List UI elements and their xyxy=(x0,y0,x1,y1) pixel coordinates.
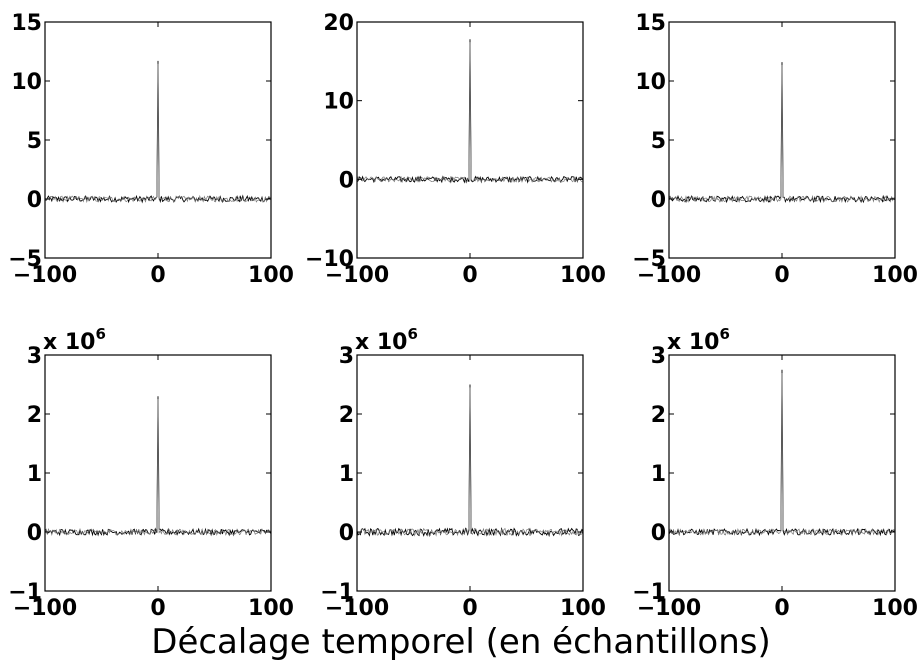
series-line-gray-3 xyxy=(668,64,896,204)
x-tick-label: 100 xyxy=(560,596,606,621)
series-line-5 xyxy=(356,384,584,538)
x-tick-label: 100 xyxy=(560,263,606,288)
subplot-3: −100 0 100 −5 0 5 10 15 xyxy=(632,11,918,288)
x-tick-label: −100 xyxy=(637,263,701,288)
y-tick-label: −5 xyxy=(8,247,42,272)
x-tick-label: −100 xyxy=(13,596,77,621)
x-tick-label: 0 xyxy=(462,263,477,288)
y-tick-label: 0 xyxy=(651,521,666,546)
y-tick-label: 1 xyxy=(27,462,42,487)
series-line-gray-5 xyxy=(356,387,584,537)
y-tick-label: 2 xyxy=(339,403,354,428)
y-tick-label: −1 xyxy=(8,580,42,605)
x-axis-label: Décalage temporel (en échantillons) xyxy=(151,622,771,662)
x-tick-label: 0 xyxy=(462,596,477,621)
subplot-1: −100 0 100 −5 0 5 10 15 xyxy=(8,11,294,288)
x-tick-label: 100 xyxy=(248,596,294,621)
y-tick-label: 5 xyxy=(651,129,666,154)
series-line-gray-1 xyxy=(44,63,272,204)
x-tick-label: −100 xyxy=(325,596,389,621)
y-tick-label: 3 xyxy=(651,344,666,369)
scale-multiplier: x 106 xyxy=(43,325,106,355)
y-tick-label: 10 xyxy=(11,70,42,95)
y-tick-label: 5 xyxy=(27,129,42,154)
y-tick-label: −5 xyxy=(632,247,666,272)
series-line-gray-4 xyxy=(44,398,272,537)
y-tick-label: 2 xyxy=(651,403,666,428)
axes-frame xyxy=(668,21,896,259)
y-tick-label: −10 xyxy=(305,247,354,272)
x-tick-label: 0 xyxy=(774,596,789,621)
x-tick-label: 100 xyxy=(872,596,918,621)
y-tick-label: 3 xyxy=(27,344,42,369)
scale-multiplier: x 106 xyxy=(667,325,730,355)
y-tick-label: 15 xyxy=(635,11,666,36)
y-tick-label: 0 xyxy=(339,168,354,193)
y-tick-label: 0 xyxy=(651,188,666,213)
y-tick-label: 0 xyxy=(27,188,42,213)
axes-frame xyxy=(44,21,272,259)
x-tick-label: 100 xyxy=(872,263,918,288)
series-line-gray-6 xyxy=(668,372,896,536)
y-tick-label: 0 xyxy=(339,521,354,546)
y-tick-label: 15 xyxy=(11,11,42,36)
subplot-6: −100 0 100 −1 0 1 2 3x 106 xyxy=(632,325,918,621)
axes-frame xyxy=(44,354,272,592)
scale-exponent: 6 xyxy=(407,325,417,343)
subplot-5: −100 0 100 −1 0 1 2 3x 106 xyxy=(320,325,606,621)
y-tick-label: 10 xyxy=(323,90,354,115)
series-line-2 xyxy=(356,39,584,184)
x-tick-label: 0 xyxy=(774,263,789,288)
x-tick-label: −100 xyxy=(325,263,389,288)
y-tick-label: 2 xyxy=(27,403,42,428)
y-tick-label: 1 xyxy=(339,462,354,487)
subplot-4: −100 0 100 −1 0 1 2 3x 106 xyxy=(8,325,294,621)
scale-exponent: 6 xyxy=(719,325,729,343)
x-tick-label: −100 xyxy=(637,596,701,621)
y-tick-label: −1 xyxy=(632,580,666,605)
series-line-gray-2 xyxy=(356,42,584,184)
y-tick-label: 20 xyxy=(323,11,354,36)
y-tick-label: 10 xyxy=(635,70,666,95)
x-tick-label: −100 xyxy=(13,263,77,288)
y-tick-label: −1 xyxy=(320,580,354,605)
scale-multiplier: x 106 xyxy=(355,325,418,355)
scale-exponent: 6 xyxy=(95,325,105,343)
y-tick-label: 3 xyxy=(339,344,354,369)
x-tick-label: 100 xyxy=(248,263,294,288)
y-tick-label: 1 xyxy=(651,462,666,487)
x-tick-label: 0 xyxy=(150,596,165,621)
x-tick-label: 0 xyxy=(150,263,165,288)
y-tick-label: 0 xyxy=(27,521,42,546)
